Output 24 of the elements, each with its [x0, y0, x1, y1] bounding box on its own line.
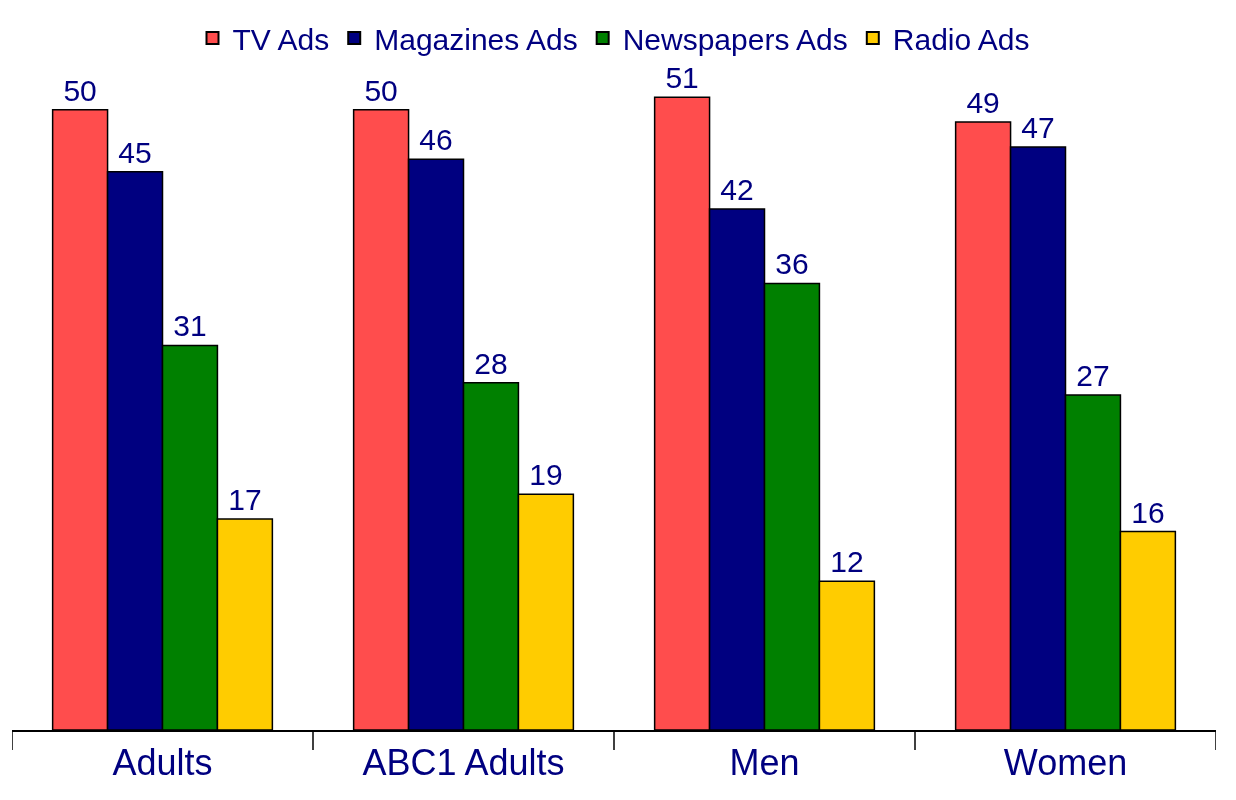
- data-label: 42: [720, 172, 754, 206]
- data-label: 12: [830, 545, 864, 579]
- x-tick-label: Women: [1003, 741, 1128, 783]
- data-label: 50: [364, 73, 398, 107]
- data-label: 50: [63, 73, 97, 107]
- data-label: 19: [529, 458, 563, 492]
- data-label: 31: [173, 309, 207, 343]
- x-tick-label: Men: [729, 741, 800, 783]
- data-label: 16: [1131, 495, 1165, 529]
- data-label: 28: [474, 346, 508, 380]
- data-label: 51: [665, 61, 699, 95]
- data-label: 47: [1021, 110, 1055, 144]
- data-label: 45: [118, 135, 152, 169]
- legend-label: Magazines Ads: [374, 22, 578, 56]
- data-label: 17: [228, 483, 262, 517]
- data-label: 49: [966, 86, 1000, 120]
- x-tick-label: ABC1 Adults: [362, 741, 565, 783]
- legend-label: Newspapers Ads: [622, 22, 848, 56]
- legend-label: Radio Ads: [892, 22, 1030, 56]
- legend-label: TV Ads: [232, 22, 330, 56]
- data-label: 46: [419, 123, 453, 157]
- data-label: 36: [775, 247, 809, 281]
- x-tick-label: Adults: [112, 741, 213, 783]
- data-label: 27: [1076, 359, 1110, 393]
